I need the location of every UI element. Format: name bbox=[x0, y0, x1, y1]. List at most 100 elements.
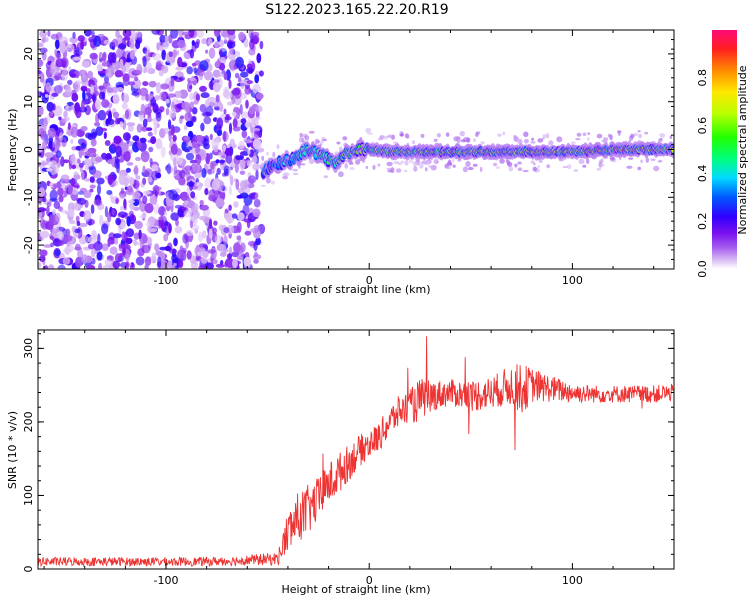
snr-y-axis-label: SNR (10 * v/v) bbox=[6, 411, 19, 489]
heatmap-noise-cell bbox=[232, 126, 241, 132]
colorbar-tick-label: 0.6 bbox=[696, 117, 709, 135]
heatmap-noise-cell bbox=[172, 49, 177, 58]
heatmap-noise-cell bbox=[120, 221, 126, 229]
heatmap-noise-cell bbox=[119, 193, 126, 200]
heatmap-halo-cell bbox=[344, 163, 349, 169]
heatmap-noise-cell bbox=[178, 76, 185, 81]
heatmap-noise-cell bbox=[212, 79, 216, 84]
heatmap-noise-cell bbox=[178, 89, 188, 99]
heatmap-noise-cell bbox=[127, 81, 136, 86]
heatmap-noise-cell bbox=[83, 210, 92, 222]
heatmap-noise-cell bbox=[148, 80, 157, 88]
heatmap-noise-cell bbox=[92, 170, 102, 179]
heatmap-noise-cell bbox=[156, 42, 160, 51]
heatmap-halo-cell bbox=[425, 167, 428, 172]
heatmap-noise-cell bbox=[223, 91, 233, 100]
heatmap-noise-cell bbox=[161, 222, 166, 232]
heatmap-noise-cell bbox=[43, 121, 47, 132]
heatmap-noise-cell bbox=[90, 84, 95, 94]
heatmap-noise-cell bbox=[244, 86, 251, 95]
heatmap-noise-cell bbox=[251, 155, 258, 163]
heatmap-noise-cell bbox=[225, 257, 234, 268]
heatmap-noise-cell bbox=[248, 48, 256, 56]
heatmap-noise-cell bbox=[133, 166, 139, 175]
heatmap-noise-cell bbox=[254, 193, 259, 200]
heatmap-noise-cell bbox=[139, 214, 146, 219]
heatmap-noise-cell bbox=[177, 39, 186, 49]
heatmap-noise-cell bbox=[231, 111, 237, 117]
heatmap-halo-cell bbox=[653, 165, 660, 172]
heatmap-noise-cell bbox=[150, 136, 157, 145]
heatmap-noise-cell bbox=[207, 168, 213, 175]
heatmap-noise-cell bbox=[121, 102, 128, 110]
heatmap-noise-cell bbox=[80, 39, 84, 51]
heatmap-halo-cell bbox=[386, 135, 393, 138]
heatmap-halo-cell bbox=[472, 163, 478, 167]
heatmap-noise-cell bbox=[208, 218, 213, 229]
heatmap-noise-cell bbox=[119, 58, 124, 70]
heatmap-noise-cell bbox=[123, 198, 127, 209]
heatmap-halo-cell bbox=[473, 138, 476, 143]
heatmap-noise-cell bbox=[96, 65, 104, 72]
heatmap-halo-cell bbox=[523, 139, 529, 144]
heatmap-halo-cell bbox=[596, 133, 603, 139]
heatmap-noise-cell bbox=[155, 250, 163, 256]
heatmap-noise-cell bbox=[72, 56, 81, 61]
heatmap-halo-cell bbox=[537, 165, 540, 168]
heatmap-halo-cell bbox=[659, 138, 663, 141]
heatmap-noise-cell bbox=[175, 218, 179, 227]
heatmap-noise-cell bbox=[118, 224, 122, 235]
heatmap-noise-cell bbox=[106, 84, 114, 96]
heatmap-halo-cell bbox=[462, 166, 468, 173]
heatmap-noise-cell bbox=[122, 73, 130, 82]
heatmap-noise-cell bbox=[153, 202, 160, 215]
heatmap-noise-cell bbox=[93, 35, 102, 47]
spectrogram-x-tick-label: 100 bbox=[562, 274, 583, 287]
heatmap-noise-cell bbox=[123, 36, 131, 41]
heatmap-noise-cell bbox=[160, 260, 169, 269]
heatmap-noise-cell bbox=[254, 116, 261, 121]
heatmap-noise-cell bbox=[228, 185, 232, 196]
heatmap-halo-cell bbox=[299, 132, 303, 138]
heatmap-noise-cell bbox=[125, 261, 130, 269]
heatmap-noise-cell bbox=[122, 132, 131, 141]
heatmap-noise-cell bbox=[228, 247, 232, 253]
heatmap-noise-cell bbox=[126, 216, 131, 227]
heatmap-noise-cell bbox=[195, 154, 202, 165]
heatmap-noise-cell bbox=[142, 118, 148, 128]
heatmap-noise-cell bbox=[158, 215, 167, 224]
heatmap-noise-cell bbox=[165, 108, 170, 116]
heatmap-noise-cell bbox=[185, 152, 195, 161]
heatmap-noise-cell bbox=[112, 260, 121, 269]
heatmap-noise-cell bbox=[118, 173, 126, 185]
heatmap-noise-cell bbox=[219, 159, 226, 164]
heatmap-noise-cell bbox=[191, 107, 198, 115]
heatmap-halo-cell bbox=[582, 164, 587, 168]
heatmap-noise-cell bbox=[155, 111, 162, 122]
spectrogram-y-tick-label: 0 bbox=[22, 146, 35, 153]
heatmap-halo-cell bbox=[633, 132, 639, 137]
heatmap-noise-cell bbox=[90, 138, 97, 147]
heatmap-halo-cell bbox=[530, 141, 536, 144]
heatmap-halo-cell bbox=[596, 167, 602, 171]
heatmap-noise-cell bbox=[199, 199, 204, 206]
heatmap-noise-cell bbox=[64, 184, 74, 195]
heatmap-noise-cell bbox=[98, 91, 105, 100]
heatmap-halo-cell bbox=[445, 166, 451, 170]
heatmap-noise-cell bbox=[178, 30, 184, 38]
heatmap-noise-cell bbox=[93, 199, 103, 207]
heatmap-halo-cell bbox=[460, 139, 466, 143]
heatmap-noise-cell bbox=[215, 94, 220, 103]
heatmap-noise-cell bbox=[63, 234, 73, 242]
heatmap-noise-cell bbox=[223, 227, 230, 234]
heatmap-noise-cell bbox=[186, 181, 196, 187]
heatmap-noise-cell bbox=[43, 36, 49, 43]
heatmap-noise-cell bbox=[191, 62, 197, 67]
heatmap-noise-cell bbox=[42, 197, 47, 203]
heatmap-noise-cell bbox=[38, 261, 42, 268]
heatmap-noise-cell bbox=[168, 223, 172, 234]
heatmap-noise-cell bbox=[173, 157, 177, 167]
heatmap-noise-cell bbox=[215, 263, 225, 268]
heatmap-noise-cell bbox=[256, 53, 262, 64]
heatmap-noise-cell bbox=[58, 132, 64, 142]
